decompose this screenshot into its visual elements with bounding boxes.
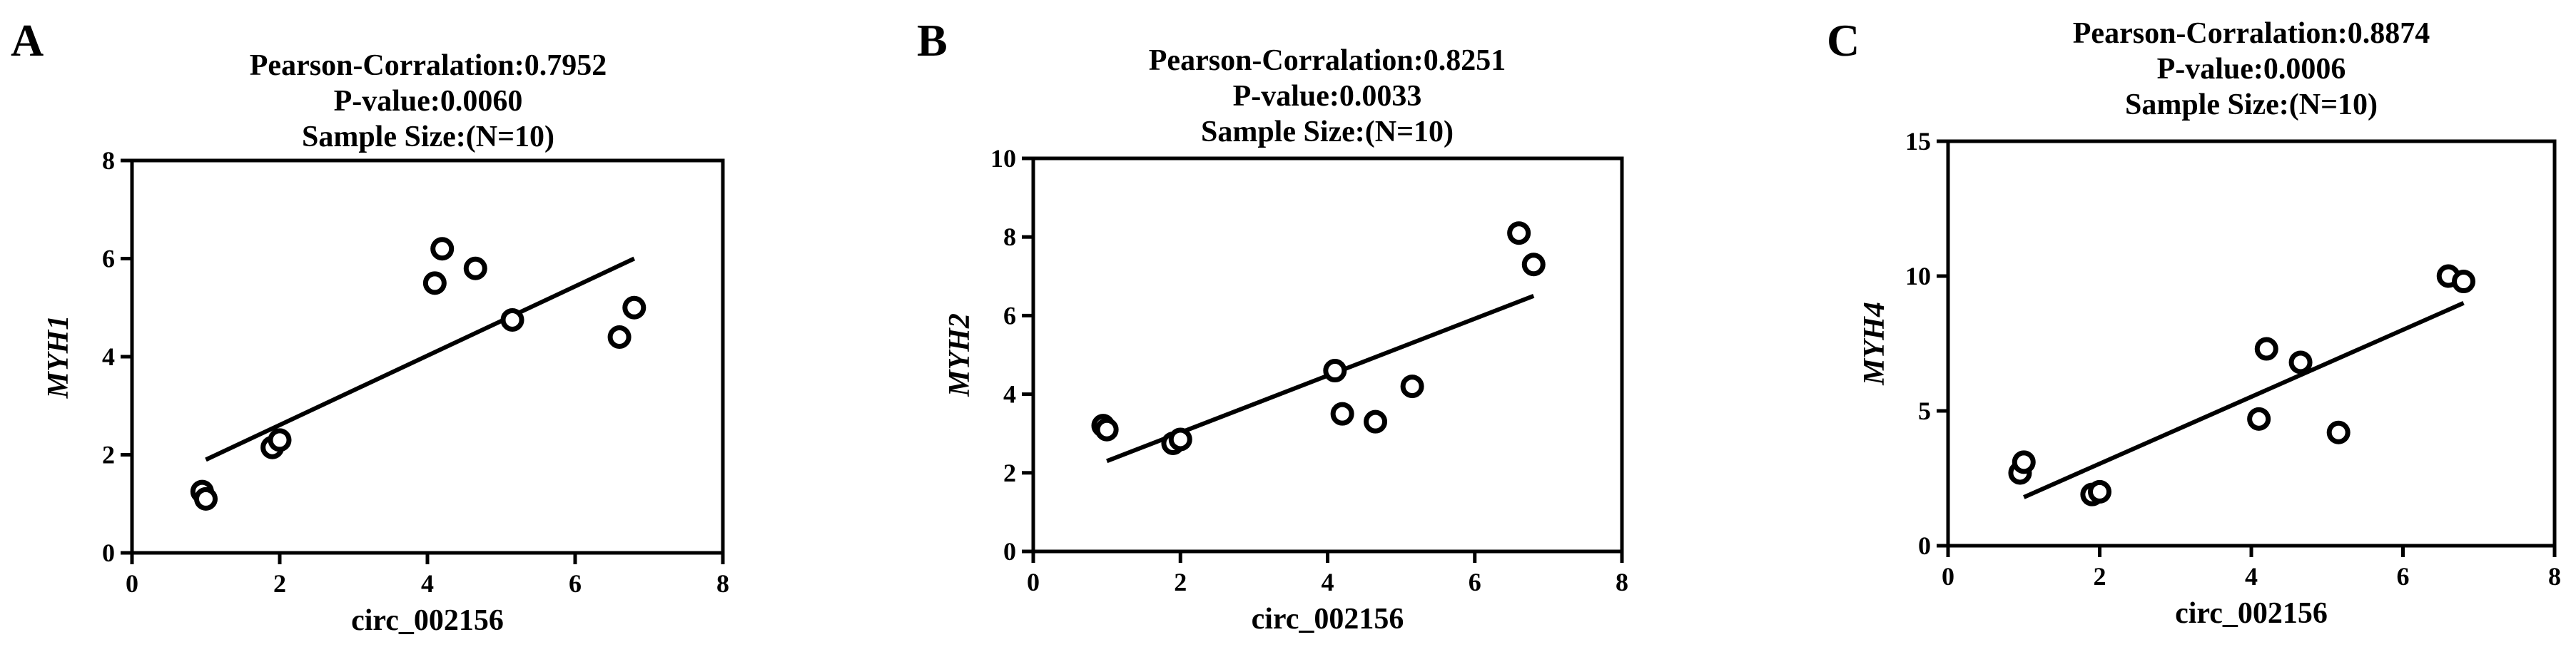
data-point xyxy=(607,325,632,349)
y-tick-label: 15 xyxy=(1905,127,1931,156)
y-tick-label: 0 xyxy=(1918,531,1931,560)
data-point xyxy=(1095,417,1119,442)
y-tick-label: 10 xyxy=(990,144,1016,173)
x-tick-label: 0 xyxy=(1027,568,1040,596)
data-point xyxy=(2452,270,2475,294)
data-point xyxy=(1507,221,1531,245)
panel-letter: A xyxy=(11,15,44,66)
y-tick-label: 4 xyxy=(102,342,115,371)
data-point xyxy=(2247,407,2271,431)
y-tick-label: 5 xyxy=(1918,397,1931,425)
data-point xyxy=(2088,479,2111,504)
y-tick-label: 0 xyxy=(102,539,115,567)
chart-title-line: Sample Size:(N=10) xyxy=(302,121,554,153)
chart-title-line: Pearson-Corralation:0.8251 xyxy=(1149,44,1506,77)
regression-line xyxy=(205,256,636,462)
y-axis-label: MYH4 xyxy=(1858,302,1891,386)
x-tick-label: 4 xyxy=(421,569,434,598)
data-point xyxy=(430,237,455,261)
y-tick-label: 10 xyxy=(1905,262,1931,290)
x-tick-label: 6 xyxy=(1469,568,1481,596)
x-tick-label: 6 xyxy=(2397,562,2410,591)
plot-frame xyxy=(1031,156,1624,554)
data-point xyxy=(422,271,447,295)
y-tick-label: 6 xyxy=(1003,301,1016,330)
data-point xyxy=(1521,253,1546,277)
x-axis-label: circ_002156 xyxy=(1252,603,1404,636)
data-point xyxy=(1400,375,1424,399)
x-tick-label: 6 xyxy=(569,569,582,598)
scatter-panel-a: A Pearson-Corralation:0.7952P-value:0.006… xyxy=(11,15,729,637)
data-point xyxy=(1330,402,1354,426)
chart-title-line: Pearson-Corralation:0.7952 xyxy=(250,49,607,82)
data-point xyxy=(1168,427,1192,452)
x-tick-label: 4 xyxy=(1322,568,1334,596)
y-axis-label: MYH2 xyxy=(943,313,976,397)
data-point xyxy=(2254,337,2278,361)
x-tick-label: 8 xyxy=(716,569,729,598)
data-point xyxy=(194,487,218,511)
y-tick-label: 0 xyxy=(1003,537,1016,566)
x-axis-label: circ_002156 xyxy=(2175,597,2328,630)
x-tick-label: 4 xyxy=(2245,562,2258,591)
chart-title-line: P-value:0.0033 xyxy=(1233,80,1422,113)
chart-title-line: Pearson-Corralation:0.8874 xyxy=(2073,17,2430,50)
x-tick-label: 2 xyxy=(273,569,286,598)
data-point xyxy=(463,256,487,280)
data-point xyxy=(622,295,646,320)
x-tick-label: 2 xyxy=(1174,568,1187,596)
scatter-panel-b: B Pearson-Corralation:0.8251P-value:0.003… xyxy=(917,15,1628,636)
x-tick-label: 8 xyxy=(1616,568,1628,596)
x-tick-label: 0 xyxy=(126,569,138,598)
chart-title-line: Sample Size:(N=10) xyxy=(1201,116,1454,148)
plot-frame xyxy=(1946,139,2557,548)
y-tick-label: 2 xyxy=(102,441,115,469)
data-point xyxy=(2288,350,2313,375)
y-tick-label: 6 xyxy=(102,245,115,273)
panel-letter: B xyxy=(917,15,948,66)
data-point xyxy=(500,307,524,332)
panel-letter: C xyxy=(1827,15,1860,66)
x-tick-label: 0 xyxy=(1942,562,1954,591)
data-point xyxy=(2326,420,2351,444)
chart-title-line: P-value:0.0060 xyxy=(334,85,523,118)
y-tick-label: 4 xyxy=(1003,380,1016,409)
y-tick-label: 2 xyxy=(1003,459,1016,487)
y-tick-label: 8 xyxy=(102,146,115,175)
scatter-panel-c: C Pearson-Corralation:0.8874P-value:0.000… xyxy=(1827,15,2561,630)
data-point xyxy=(1364,409,1388,434)
chart-title-line: P-value:0.0006 xyxy=(2157,53,2346,86)
data-point xyxy=(1323,359,1347,383)
y-tick-label: 8 xyxy=(1003,223,1016,251)
y-axis-label: MYH1 xyxy=(42,315,75,399)
x-tick-label: 2 xyxy=(2094,562,2106,591)
x-tick-label: 8 xyxy=(2548,562,2561,591)
data-point xyxy=(2012,450,2036,474)
regression-line xyxy=(2023,301,2465,499)
x-axis-label: circ_002156 xyxy=(351,604,504,637)
data-point xyxy=(268,428,292,452)
chart-title-line: Sample Size:(N=10) xyxy=(2125,88,2378,121)
